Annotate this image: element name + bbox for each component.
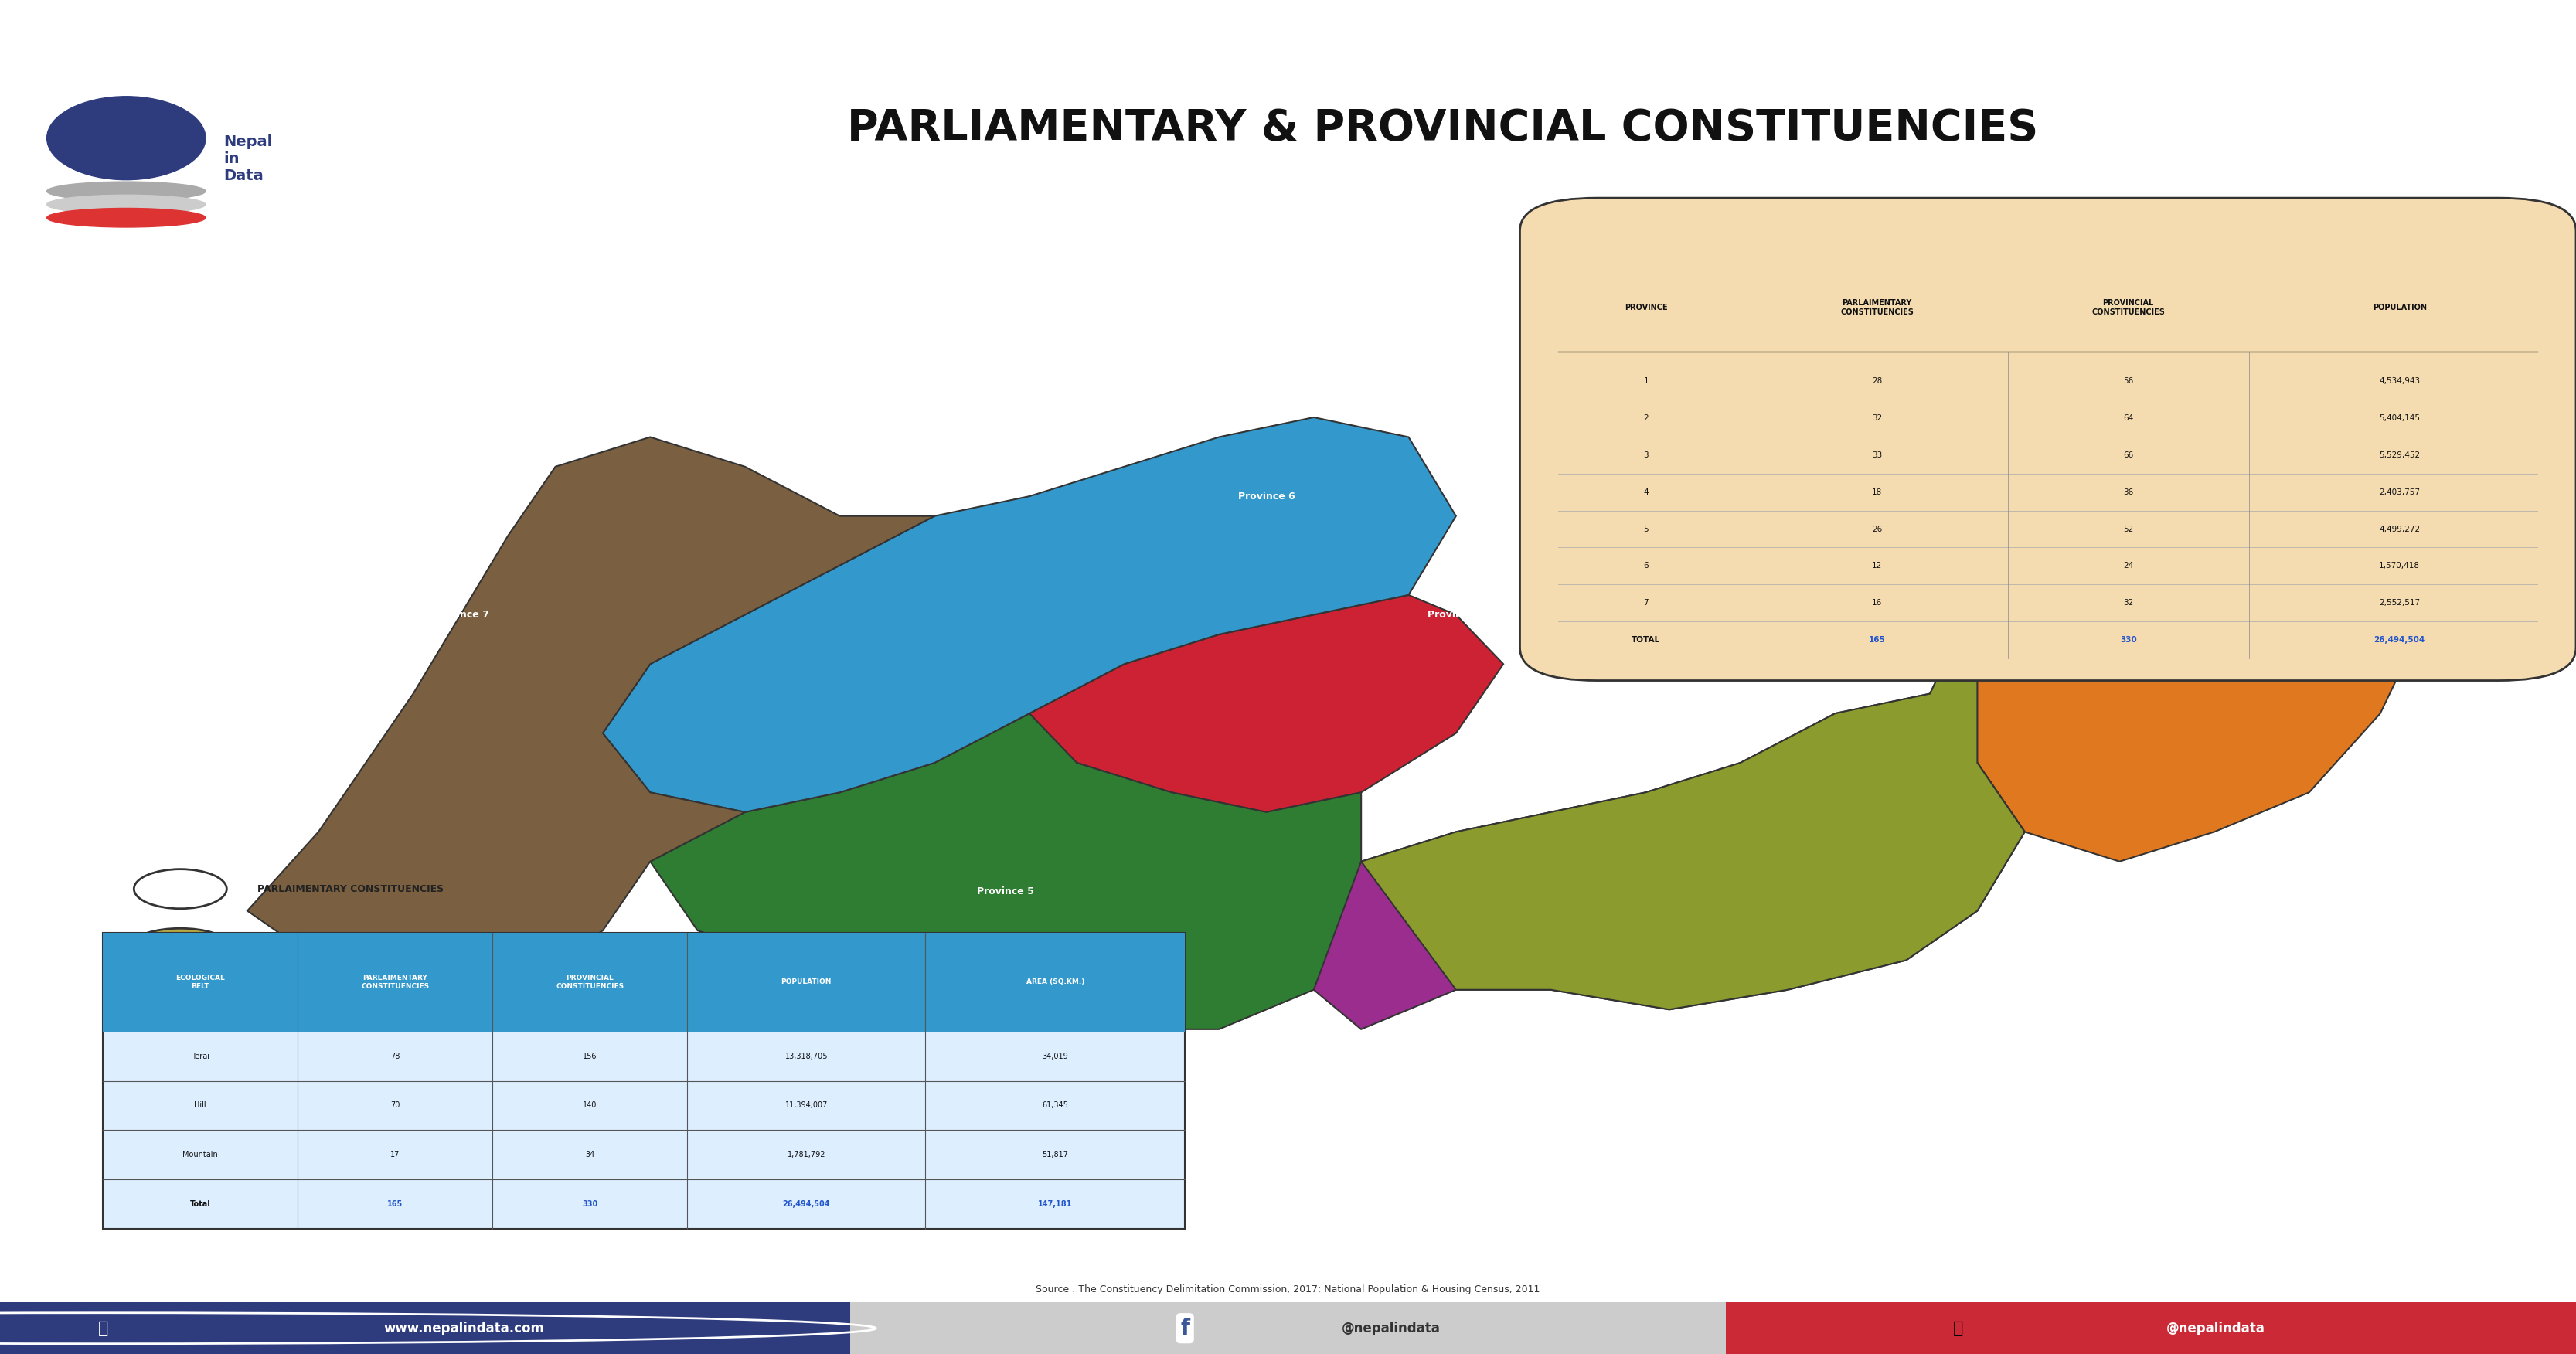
Text: Province 4: Province 4 bbox=[1427, 609, 1484, 620]
Text: 330: 330 bbox=[582, 1201, 598, 1208]
Polygon shape bbox=[603, 417, 1455, 812]
Text: 34: 34 bbox=[585, 1151, 595, 1159]
Text: POPULATION: POPULATION bbox=[2372, 303, 2427, 311]
Text: Nepal
in
Data: Nepal in Data bbox=[224, 134, 273, 183]
Text: 330: 330 bbox=[2120, 636, 2136, 645]
Text: f: f bbox=[1180, 1317, 1190, 1339]
Text: PARLAIMENTARY
CONSTITUENCIES: PARLAIMENTARY CONSTITUENCIES bbox=[361, 975, 430, 990]
Text: 78: 78 bbox=[392, 1052, 399, 1060]
Text: 5,404,145: 5,404,145 bbox=[2380, 414, 2419, 422]
FancyBboxPatch shape bbox=[103, 933, 1185, 1229]
Ellipse shape bbox=[46, 181, 206, 200]
Text: PROVINCIAL CONSTITUENCIES: PROVINCIAL CONSTITUENCIES bbox=[258, 938, 420, 949]
Text: Province 1: Province 1 bbox=[2233, 857, 2290, 867]
Text: 7: 7 bbox=[1643, 600, 1649, 607]
Text: 4,499,272: 4,499,272 bbox=[2380, 525, 2419, 533]
Text: 51,817: 51,817 bbox=[1041, 1151, 1069, 1159]
Text: 🐦: 🐦 bbox=[1953, 1320, 1963, 1336]
Text: Province 7: Province 7 bbox=[433, 609, 489, 620]
Text: 3: 3 bbox=[1643, 451, 1649, 459]
Text: 26: 26 bbox=[1873, 525, 1883, 533]
Text: 12: 12 bbox=[1873, 562, 1883, 570]
Text: 16: 16 bbox=[1873, 600, 1883, 607]
Text: 4,534,943: 4,534,943 bbox=[2380, 378, 2419, 385]
Text: 61,345: 61,345 bbox=[1043, 1102, 1069, 1109]
Text: 2,403,757: 2,403,757 bbox=[2380, 489, 2419, 496]
Ellipse shape bbox=[134, 929, 227, 959]
Text: POPULATION: POPULATION bbox=[781, 979, 832, 986]
Text: @nepalindata: @nepalindata bbox=[1342, 1322, 1440, 1335]
Text: TOTAL: TOTAL bbox=[1631, 636, 1662, 645]
Ellipse shape bbox=[46, 209, 206, 227]
Text: 1,781,792: 1,781,792 bbox=[788, 1151, 824, 1159]
FancyBboxPatch shape bbox=[103, 933, 1185, 1032]
Text: 2: 2 bbox=[1643, 414, 1649, 422]
Polygon shape bbox=[649, 714, 1360, 1029]
Text: Terai: Terai bbox=[191, 1052, 209, 1060]
FancyBboxPatch shape bbox=[850, 1303, 1726, 1354]
Text: 1,570,418: 1,570,418 bbox=[2380, 562, 2419, 570]
Text: 33: 33 bbox=[1873, 451, 1883, 459]
Text: 18: 18 bbox=[1873, 489, 1883, 496]
Text: 1: 1 bbox=[1643, 378, 1649, 385]
Text: 26,494,504: 26,494,504 bbox=[783, 1201, 829, 1208]
Text: PARLIAMENTARY & PROVINCIAL CONSTITUENCIES: PARLIAMENTARY & PROVINCIAL CONSTITUENCIE… bbox=[848, 108, 2038, 149]
Text: 5: 5 bbox=[1643, 525, 1649, 533]
Text: 11,394,007: 11,394,007 bbox=[786, 1102, 827, 1109]
Circle shape bbox=[134, 869, 227, 909]
Text: Hill: Hill bbox=[193, 1102, 206, 1109]
Text: www.nepalindata.com: www.nepalindata.com bbox=[384, 1322, 544, 1335]
Text: 165: 165 bbox=[386, 1201, 402, 1208]
Text: AREA (SQ.KM.): AREA (SQ.KM.) bbox=[1025, 979, 1084, 986]
Text: 🌐: 🌐 bbox=[98, 1320, 108, 1336]
Text: ECOLOGICAL
BELT: ECOLOGICAL BELT bbox=[175, 975, 224, 990]
Text: 56: 56 bbox=[2123, 378, 2133, 385]
Text: Source : The Constituency Delimitation Commission, 2017; National Population & H: Source : The Constituency Delimitation C… bbox=[1036, 1285, 1540, 1294]
FancyBboxPatch shape bbox=[0, 1303, 850, 1354]
Text: 70: 70 bbox=[392, 1102, 399, 1109]
Text: 32: 32 bbox=[2123, 600, 2133, 607]
Text: Mountain: Mountain bbox=[183, 1151, 219, 1159]
Text: 5,529,452: 5,529,452 bbox=[2380, 451, 2419, 459]
Text: @nepalindata: @nepalindata bbox=[2166, 1322, 2264, 1335]
Text: 34,019: 34,019 bbox=[1043, 1052, 1069, 1060]
Text: 156: 156 bbox=[582, 1052, 598, 1060]
Polygon shape bbox=[1314, 693, 2025, 1029]
Polygon shape bbox=[1360, 594, 2025, 1010]
FancyBboxPatch shape bbox=[1520, 198, 2576, 681]
Text: 36: 36 bbox=[2123, 489, 2133, 496]
Text: 140: 140 bbox=[582, 1102, 598, 1109]
Text: 66: 66 bbox=[2123, 451, 2133, 459]
Text: Total: Total bbox=[191, 1201, 211, 1208]
Text: Province 2: Province 2 bbox=[1713, 1053, 1770, 1064]
Text: 165: 165 bbox=[1868, 636, 1886, 645]
Text: PROVINCE: PROVINCE bbox=[1625, 303, 1667, 311]
Text: Province 5: Province 5 bbox=[976, 886, 1033, 896]
Text: 52: 52 bbox=[2123, 525, 2133, 533]
FancyBboxPatch shape bbox=[1726, 1303, 2576, 1354]
Polygon shape bbox=[247, 437, 935, 990]
Ellipse shape bbox=[46, 195, 206, 214]
Text: 64: 64 bbox=[2123, 414, 2133, 422]
Text: 24: 24 bbox=[2123, 562, 2133, 570]
Text: 13,318,705: 13,318,705 bbox=[786, 1052, 827, 1060]
Text: 28: 28 bbox=[1873, 378, 1883, 385]
Polygon shape bbox=[1030, 594, 1504, 812]
Text: 4: 4 bbox=[1643, 489, 1649, 496]
Text: 147,181: 147,181 bbox=[1038, 1201, 1072, 1208]
Text: PROVINCIAL
CONSTITUENCIES: PROVINCIAL CONSTITUENCIES bbox=[2092, 299, 2164, 315]
Text: 26,494,504: 26,494,504 bbox=[2375, 636, 2424, 645]
Circle shape bbox=[46, 96, 206, 180]
Text: PARLAIMENTARY CONSTITUENCIES: PARLAIMENTARY CONSTITUENCIES bbox=[258, 884, 443, 894]
Text: 32: 32 bbox=[1873, 414, 1883, 422]
Text: Province 3: Province 3 bbox=[1713, 738, 1770, 747]
Text: PARLAIMENTARY
CONSTITUENCIES: PARLAIMENTARY CONSTITUENCIES bbox=[1839, 299, 1914, 315]
Text: Province 6: Province 6 bbox=[1239, 492, 1296, 501]
Text: 6: 6 bbox=[1643, 562, 1649, 570]
Text: 17: 17 bbox=[392, 1151, 399, 1159]
Text: 2,552,517: 2,552,517 bbox=[2380, 600, 2419, 607]
Text: PROVINCIAL
CONSTITUENCIES: PROVINCIAL CONSTITUENCIES bbox=[556, 975, 623, 990]
Polygon shape bbox=[1929, 417, 2427, 861]
